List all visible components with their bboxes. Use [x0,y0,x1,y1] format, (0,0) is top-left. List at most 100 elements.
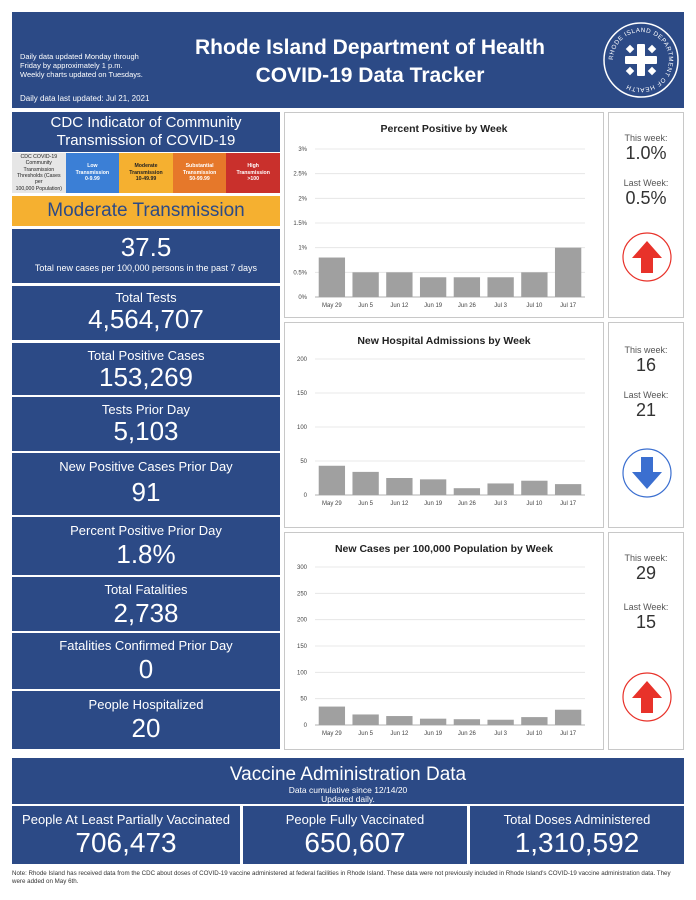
total-doses-panel: Total Doses Administered 1,310,592 [470,806,684,864]
y-tick-label: 150 [297,644,308,650]
transmission-thresholds-legend: CDC COVID-19 Community Transmission Thresh… [12,153,280,193]
x-tick-label: Jul 17 [560,303,577,309]
threshold-line: High [247,163,259,170]
x-tick-label: Jul 3 [494,731,507,737]
x-tick-label: May 29 [322,501,342,507]
new-positive-prior-value: 91 [131,477,161,507]
cdc-indicator-title: CDC Indicator of Community Transmission … [12,112,280,152]
y-tick-label: 0.5% [293,270,307,276]
threshold-cell: CDC COVID-19 Community Transmission Thresh… [12,153,66,193]
fatalities-prior-value: 0 [138,654,154,684]
percent-positive-prior-panel: Percent Positive Prior Day 1.8% [12,517,280,575]
this-week-value: 16 [635,355,657,375]
x-tick-label: Jul 3 [494,501,507,507]
x-tick-label: Jun 19 [424,303,443,309]
bar [554,484,582,495]
y-tick-label: 1.5% [293,221,307,227]
x-tick-label: Jun 19 [424,501,443,507]
threshold-line: Transmission [236,169,270,176]
x-tick-label: Jun 5 [358,731,373,737]
percent-positive-weekly-stats: This week: 1.0% Last Week: 0.5% [608,112,684,318]
case-rate-panel: 37.5 Total new cases per 100,000 persons… [12,229,280,283]
bar [419,277,447,297]
bar [487,277,514,297]
last-week-label: Last Week: [623,602,669,612]
total-tests-value: 4,564,707 [88,304,204,334]
y-tick-label: 3% [298,147,307,153]
bar [453,488,481,495]
last-week-value: 15 [635,612,657,632]
this-week-value: 1.0% [625,143,667,163]
total-positive-label: Total Positive Cases [87,348,205,363]
percent-positive-prior-label: Percent Positive Prior Day [70,523,222,538]
update-schedule-note: Daily data updated Monday through Friday… [20,52,170,79]
this-week-value: 29 [635,563,657,583]
threshold-line: Substantial [185,163,214,170]
total-fatalities-panel: Total Fatalities 2,738 [12,577,280,631]
bar [318,706,346,725]
last-week-value: 0.5% [625,188,667,208]
x-tick-label: Jul 10 [526,501,543,507]
header-banner: Daily data updated Monday through Friday… [12,12,684,108]
trend-up-arrow-icon [622,232,672,282]
new-cases-chart: New Cases per 100,000 Population by Week… [284,532,604,750]
y-tick-label: 50 [300,697,307,703]
chart-svg: 0% 0.5% 1% 1.5% 2% 2.5% 3% May 29 Jun 5 Jun 12 Jun… [293,147,585,309]
new-cases-weekly-stats: This week: 29 Last Week: 15 [608,532,684,750]
threshold-line: Transmission [75,169,110,176]
hospitalized-label: People Hospitalized [88,697,204,712]
x-tick-label: Jun 5 [358,303,373,309]
fully-vaccinated-panel: People Fully Vaccinated 650,607 [243,806,467,864]
y-tick-label: 0 [304,723,308,729]
bar [386,272,413,297]
x-tick-label: May 29 [322,731,342,737]
bar [352,272,379,297]
x-tick-label: Jun 26 [458,501,477,507]
chart-title: New Cases per 100,000 Population by Week [334,543,554,555]
trend-down-arrow-icon [622,448,672,498]
bar [521,480,548,495]
partially-vaccinated-label: People At Least Partially Vaccinated [22,812,230,827]
bar [554,709,582,725]
fatalities-prior-label: Fatalities Confirmed Prior Day [59,638,233,653]
x-tick-label: Jun 5 [358,501,373,507]
fully-vaccinated-value: 650,607 [304,827,406,858]
bar [487,719,514,725]
threshold-line: Moderate [134,163,158,170]
case-rate-value: 37.5 [120,232,172,262]
this-week-label: This week: [624,345,668,355]
vaccine-title: Vaccine Administration Data [229,764,467,785]
bar [318,465,346,495]
transmission-level-banner: Moderate Transmission [12,196,280,226]
last-week-label: Last Week: [623,390,669,400]
threshold-line: CDC COVID-19 [20,153,58,160]
partially-vaccinated-value: 706,473 [75,827,177,858]
y-tick-label: 300 [297,565,308,571]
percent-positive-chart: Percent Positive by Week 0% 0.5% 1% 1.5% 2% 2… [284,112,604,318]
footnote: Note: Rhode Island has received data fro… [12,870,671,885]
x-tick-label: Jul 17 [560,501,577,507]
fully-vaccinated-label: People Fully Vaccinated [285,812,425,827]
chart-title: Percent Positive by Week [380,123,508,135]
bar [554,247,582,297]
threshold-line: Thresholds (Cases per [17,173,61,186]
hospital-admissions-weekly-stats: This week: 16 Last Week: 21 [608,322,684,528]
threshold-cell: Substantial Transmission 50-99.99 [172,153,227,193]
percent-positive-prior-value: 1.8% [116,539,176,569]
bar [487,483,514,495]
threshold-line: 10-49.99 [135,176,157,183]
total-doses-label: Total Doses Administered [503,812,651,827]
total-positive-value: 153,269 [99,362,193,392]
bar [352,471,379,495]
threshold-cell: High Transmission >100 [226,153,280,193]
y-tick-label: 0 [304,493,308,499]
hospital-admissions-chart: New Hospital Admissions by Week 0 50 100 15… [284,322,604,528]
y-tick-label: 100 [297,670,308,676]
bar [386,478,413,495]
hospitalized-panel: People Hospitalized 20 [12,691,280,749]
trend-up-arrow-icon [622,672,672,722]
vaccine-update-note: Updated daily. [321,794,375,804]
threshold-line: Transmission [182,169,217,176]
update-note-line: Friday by approximately 1 p.m. [20,61,123,70]
y-tick-label: 100 [297,425,308,431]
